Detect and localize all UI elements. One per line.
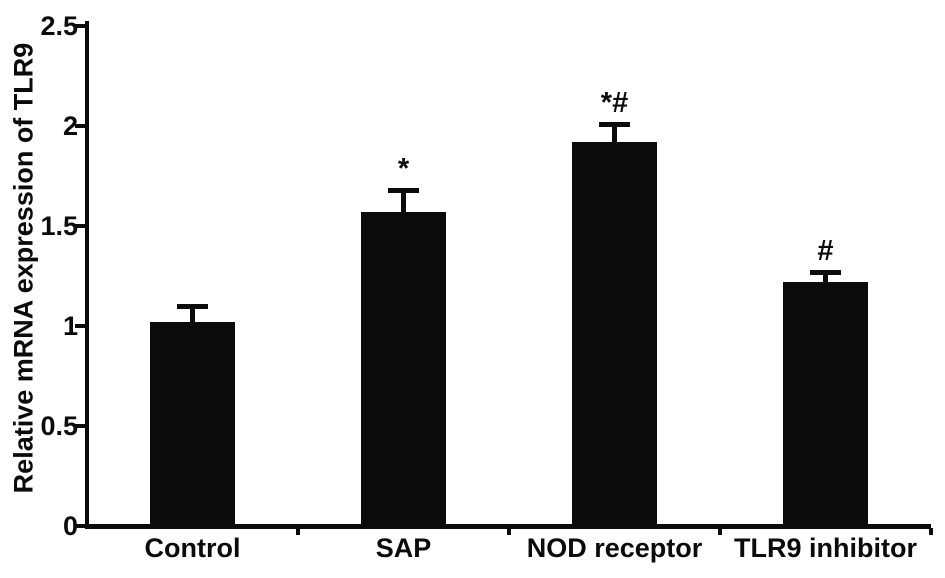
error-bar-stem bbox=[823, 270, 828, 282]
x-axis-tick bbox=[507, 528, 511, 535]
x-axis-category-label: Control bbox=[144, 533, 241, 563]
y-axis-tick-label: 0.5 bbox=[40, 411, 78, 441]
x-axis-tick bbox=[929, 528, 933, 535]
error-bar-stem bbox=[401, 188, 406, 212]
bar bbox=[361, 212, 446, 526]
y-axis-tick bbox=[75, 24, 86, 28]
bar bbox=[150, 322, 235, 526]
y-axis-tick bbox=[75, 224, 86, 228]
y-axis-tick-label: 0 bbox=[62, 511, 78, 541]
x-axis-tick bbox=[296, 528, 300, 535]
y-axis-tick-label: 2 bbox=[62, 111, 78, 141]
y-axis-tick bbox=[75, 524, 86, 528]
significance-marker: # bbox=[817, 235, 834, 267]
significance-marker: * bbox=[397, 153, 410, 185]
y-axis-tick bbox=[75, 124, 86, 128]
x-axis-category-label: TLR9 inhibitor bbox=[734, 533, 917, 563]
y-axis-tick bbox=[75, 424, 86, 428]
error-bar-cap bbox=[599, 122, 630, 127]
y-axis-tick bbox=[75, 324, 86, 328]
x-axis-category-label: SAP bbox=[375, 533, 432, 563]
x-axis-line bbox=[85, 524, 931, 529]
y-axis-line bbox=[85, 21, 89, 529]
x-axis-category-label: NOD receptor bbox=[526, 533, 703, 563]
error-bar-stem bbox=[190, 304, 195, 322]
y-axis-tick-label: 1 bbox=[62, 311, 78, 341]
x-axis-tick bbox=[718, 528, 722, 535]
significance-marker: *# bbox=[600, 87, 629, 119]
y-axis-tick-label: 2.5 bbox=[40, 11, 78, 41]
bar bbox=[783, 282, 868, 526]
bar bbox=[572, 142, 657, 526]
error-bar-cap bbox=[388, 188, 419, 193]
y-axis-tick-label: 1.5 bbox=[40, 211, 78, 241]
error-bar-cap bbox=[177, 304, 208, 309]
error-bar-stem bbox=[612, 122, 617, 142]
error-bar-cap bbox=[810, 270, 841, 275]
